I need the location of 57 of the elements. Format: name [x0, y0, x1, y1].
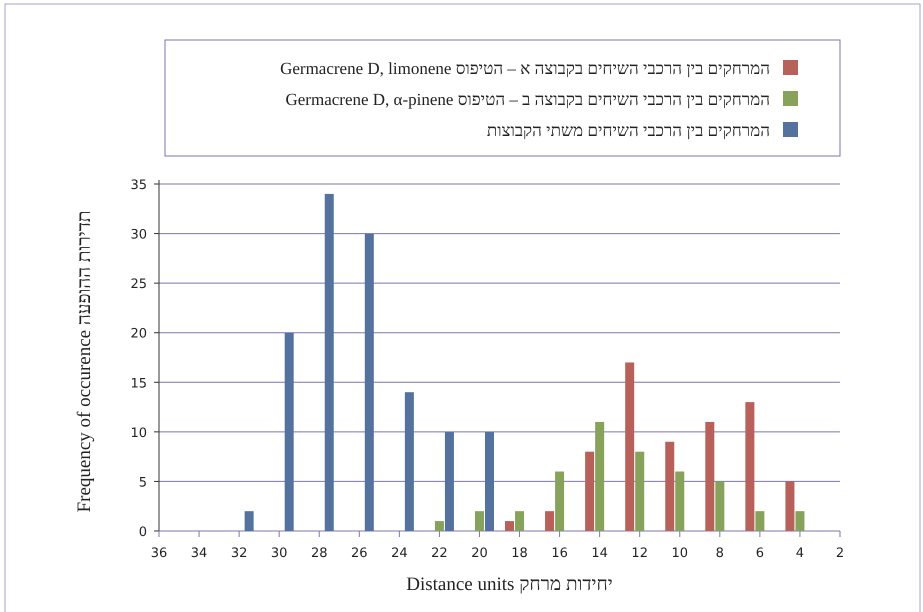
- x-tick-label: 36: [150, 546, 168, 561]
- x-tick-label: 20: [471, 546, 488, 561]
- x-tick-label: 6: [756, 546, 764, 561]
- x-tick-label: 14: [591, 546, 608, 561]
- x-tick-label: 32: [230, 546, 248, 561]
- x-tick-label: 8: [716, 546, 724, 561]
- y-tick-label: 5: [138, 475, 147, 490]
- bar: [244, 511, 254, 531]
- x-tick-label: 12: [631, 546, 648, 561]
- y-tick-label: 35: [130, 178, 147, 193]
- bar: [434, 521, 444, 531]
- y-axis-title: Frequency of occurence תדירות ההופעה: [74, 210, 95, 512]
- x-tick-label: 30: [270, 546, 288, 561]
- bar: [665, 442, 674, 531]
- bar: [755, 511, 764, 531]
- bar: [595, 422, 604, 531]
- y-tick-label: 20: [130, 326, 147, 342]
- x-tick-label: 18: [511, 546, 528, 561]
- y-tick-label: 10: [130, 426, 147, 441]
- y-tick-label: 15: [130, 376, 147, 392]
- bar: [284, 332, 294, 531]
- bar: [795, 511, 804, 531]
- y-tick-label: 25: [130, 277, 147, 292]
- bar: [404, 392, 414, 531]
- x-tick-label: 28: [310, 546, 328, 561]
- bar: [745, 402, 754, 531]
- x-tick-label: 24: [391, 546, 408, 561]
- y-tick-label: 30: [130, 228, 147, 243]
- bar: [785, 481, 794, 531]
- bar: [715, 481, 724, 531]
- legend-label: המרחקים בין הרכבי השיחים בקבוצה ב – הטיפוס Germacrene D, α-pinene: [285, 90, 770, 109]
- x-tick-label: 26: [351, 546, 368, 561]
- bar: [364, 234, 374, 531]
- bar: [484, 432, 494, 531]
- bar: [555, 472, 564, 531]
- bar: [585, 452, 594, 531]
- y-tick-label: 0: [138, 525, 147, 540]
- bar: [675, 472, 684, 531]
- bar: [635, 452, 644, 531]
- x-axis-title: Distance units יחידות מרחק: [406, 574, 613, 595]
- bar: [324, 194, 334, 531]
- plot: 0 5 10 15 20 25 30 35 36 34 32 30 28 26 24 22 20 18 16 14 12 10 8 6 4 2: [130, 178, 844, 561]
- bar: [505, 521, 514, 531]
- x-tick-label: 4: [796, 546, 804, 561]
- x-tick-label: 34: [190, 546, 208, 561]
- x-tick-label: 10: [671, 546, 688, 561]
- bar: [444, 432, 454, 531]
- x-tick-label: 16: [551, 546, 568, 561]
- bar: [705, 422, 714, 531]
- bar: [545, 511, 554, 531]
- legend-label: המרחקים בין הרכבי השיחים משתי הקבוצות: [486, 121, 770, 140]
- x-tick-label: 2: [836, 546, 844, 561]
- bar: [515, 511, 524, 531]
- bar: [625, 362, 634, 531]
- x-tick-label: 22: [431, 546, 448, 561]
- legend-label: המרחקים בין הרכבי השיחים בקבוצה א – הטיפוס Germacrene D, limonene: [280, 59, 770, 78]
- bar: [474, 511, 484, 531]
